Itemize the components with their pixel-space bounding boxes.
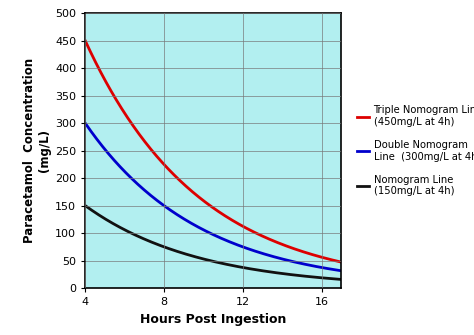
X-axis label: Hours Post Ingestion: Hours Post Ingestion — [140, 313, 286, 326]
Y-axis label: Paracetamol  Concentration
(mg/L): Paracetamol Concentration (mg/L) — [23, 58, 51, 243]
Legend: Triple Nomogram Line
(450mg/L at 4h), Double Nomogram
Line  (300mg/L at 4h), Nom: Triple Nomogram Line (450mg/L at 4h), Do… — [356, 105, 474, 196]
